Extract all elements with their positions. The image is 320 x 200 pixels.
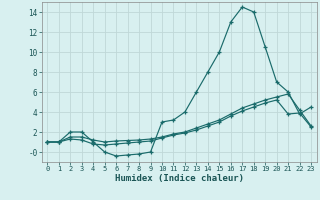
X-axis label: Humidex (Indice chaleur): Humidex (Indice chaleur) (115, 174, 244, 183)
